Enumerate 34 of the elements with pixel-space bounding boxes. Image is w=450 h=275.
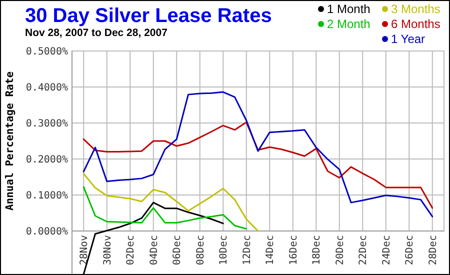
x-tick-label: 20Dec <box>334 235 346 266</box>
x-tick-label: 10Dec <box>218 235 230 266</box>
line-series <box>82 173 259 232</box>
y-tick-label: 0.4000% <box>26 82 68 94</box>
y-tick-label: 0.3000% <box>26 118 68 130</box>
y-tick-label: 0.5000% <box>26 46 68 58</box>
y-tick-label: 0.1000% <box>26 190 68 202</box>
x-tick-label: 04Dec <box>148 235 160 266</box>
x-tick-label: 28Nov <box>79 235 90 266</box>
y-tick-label: 0.2000% <box>26 154 68 166</box>
x-tick-label: 14Dec <box>265 235 276 266</box>
legend-label: 2 Month <box>327 17 370 32</box>
x-tick-label: 30Nov <box>102 235 114 266</box>
x-tick-label: 02Dec <box>126 235 137 266</box>
x-tick-label: 08Dec <box>195 235 206 266</box>
line-series <box>82 122 434 209</box>
x-tick-label: 24Dec <box>381 235 392 266</box>
legend-label: 3 Months <box>391 2 440 16</box>
x-tick-label: 16Dec <box>288 235 300 266</box>
x-tick-label: 22Dec <box>358 235 370 266</box>
x-tick-label: 06Dec <box>172 235 184 266</box>
x-tick-label: 26Dec <box>404 235 416 266</box>
y-axis-title: Annual Percentage Rate <box>4 71 16 211</box>
chart-subtitle: Nov 28, 2007 to Dec 28, 2007 <box>25 27 168 39</box>
x-tick-label: 28Dec <box>428 235 439 266</box>
x-tick-label: 12Dec <box>242 235 253 266</box>
y-tick-label: 0.0000% <box>26 226 68 238</box>
x-tick-label: 18Dec <box>312 235 323 266</box>
line-series <box>82 91 434 218</box>
line-series <box>82 186 248 230</box>
legend-label: 1 Year <box>391 32 426 46</box>
chart-title: 30 Day Silver Lease Rates <box>25 5 272 27</box>
legend-label: 1 Month <box>327 2 370 16</box>
legend-label: 6 Months <box>391 17 440 32</box>
